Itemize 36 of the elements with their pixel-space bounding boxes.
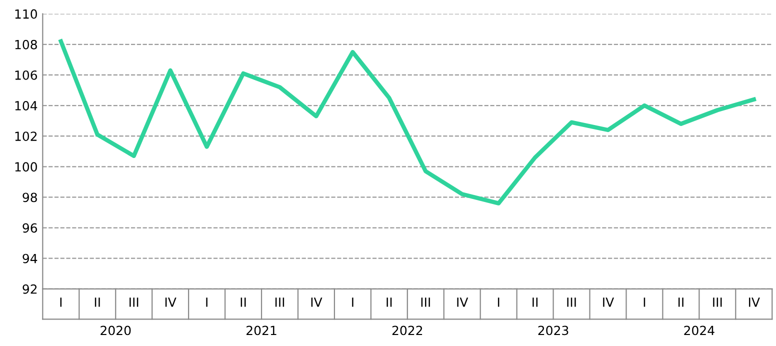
x-tick-label: I [498,298,500,307]
x-tick-label: II [386,298,392,307]
x-tick-label: III [713,298,722,307]
y-tick-label: 98 [22,192,37,202]
y-tick-label: 108 [15,40,37,50]
x-tick-label: III [421,298,430,307]
y-tick-label: 106 [15,70,38,80]
x-tick-label: I [60,298,62,307]
x-tick-label: IV [603,298,614,307]
x-tick-label: I [352,298,354,307]
x-tick-label: II [532,298,538,307]
y-tick-label: 104 [15,101,38,110]
x-tick-label: I [206,298,208,307]
y-tick-label: 100 [15,162,37,172]
text: 2023 [538,326,568,336]
y-tick-label: 102 [15,132,37,142]
x-tick-label: II [678,298,684,307]
x-tick-label: II [94,298,100,307]
text: 2021 [246,326,276,336]
y-tick-label: 92 [22,284,37,294]
text: 2024 [684,326,714,336]
y-tick-label: 96 [22,223,38,233]
x-tick-label: III [275,298,284,307]
line-series [58,39,756,206]
x-tick-label: III [567,298,576,307]
x-tick-label: IV [165,298,176,307]
x-tick-label: IV [311,298,322,307]
x-tick-label: III [130,298,138,307]
x-tick-label: IV [748,298,760,307]
y-tick-label: 94 [22,254,38,264]
x-tick-label: IV [457,298,468,307]
y-tick-label: 110 [15,9,37,19]
x-tick-label: I [644,298,646,307]
x-tick-label: II [240,298,246,307]
text: 2020 [100,326,131,336]
text: 2022 [392,326,422,336]
